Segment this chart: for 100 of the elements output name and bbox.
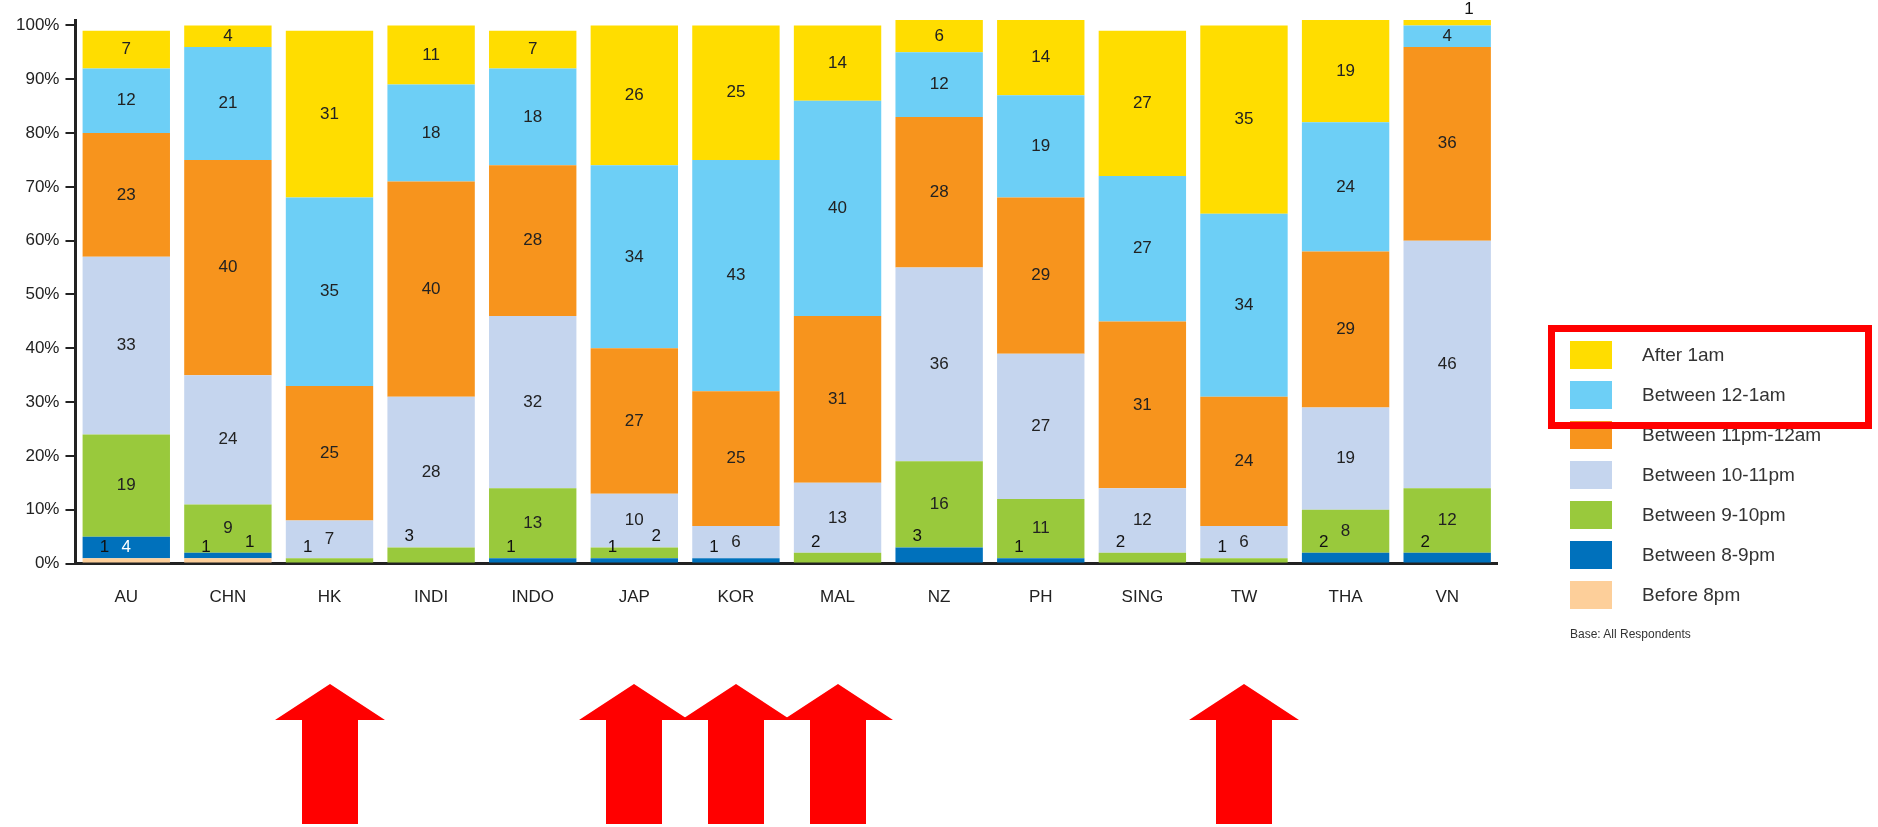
data-label: 1 [506,536,516,556]
bar [387,25,475,85]
bar [82,68,170,134]
x-tick-label: AU [114,587,139,607]
x-tick-label: CHN [209,587,247,607]
data-label: 31 [1132,394,1152,414]
data-label: 31 [828,389,848,409]
bar [1098,488,1187,553]
data-label: 32 [523,391,543,411]
data-label: 28 [523,230,543,250]
legend-label: Before 8pm [1642,584,1741,606]
bar [692,159,780,392]
bar [184,375,272,505]
data-label: 7 [527,39,538,59]
bar [82,30,170,69]
data-label: 24 [218,429,238,449]
data-label: 31 [320,103,339,123]
data-label: 19 [1336,448,1356,468]
bar [1301,20,1390,123]
data-label: 12 [116,90,136,110]
data-label: 29 [1336,319,1356,339]
y-tick-label: 40% [25,338,60,357]
bar [895,116,983,268]
x-tick-label: KOR [717,587,755,607]
x-tick-label: MAL [820,587,856,607]
bar [285,197,374,386]
data-label: 27 [1031,416,1051,436]
bar [793,25,882,101]
x-tick-label: HK [317,587,342,607]
data-label: 2 [1319,531,1329,551]
bar [184,504,272,553]
data-label: 2 [810,531,821,551]
bar [489,30,577,69]
bar [82,536,170,559]
data-label: 10 [624,510,644,530]
x-tick-label: PH [1028,587,1053,607]
bar [1403,20,1491,26]
data-label: 8 [1340,520,1351,540]
x-tick-label: THA [1328,587,1364,607]
bar [997,353,1085,500]
bar [793,100,882,317]
bar [285,558,374,563]
bar [997,95,1085,198]
bar [997,20,1085,96]
bar [997,197,1085,354]
data-label: 25 [726,82,746,102]
data-label: 1 [245,531,255,551]
bar [997,499,1085,559]
bar [895,461,983,548]
y-tick-label: 0% [34,553,60,573]
y-tick-label: 100% [16,15,60,35]
data-label: 27 [1132,238,1152,258]
data-label: 34 [624,246,644,266]
data-label: 21 [218,93,238,113]
data-label: 35 [1234,109,1254,129]
data-label: 2 [1420,531,1431,551]
bar [692,25,780,160]
y-tick-label: 20% [25,445,60,465]
bar [1301,251,1390,408]
bar [895,20,983,53]
data-label: 1 [1464,0,1474,18]
bar [489,316,577,489]
bar [82,133,170,257]
data-label: 7 [121,39,132,59]
data-label: 1 [302,536,313,556]
bar [82,256,170,435]
data-label: 12 [929,74,949,94]
y-tick-label: 50% [25,284,60,304]
bar [1301,407,1390,510]
bar [285,385,374,521]
bar [895,547,983,563]
data-label: 27 [1132,93,1152,113]
bar [1403,488,1491,553]
bar [184,159,272,376]
bar [590,25,679,166]
y-tick-label: 30% [25,391,60,411]
bar [1200,396,1288,526]
data-label: 4 [223,25,233,45]
bar [1098,552,1187,563]
data-label: 28 [421,461,441,481]
bar [489,488,577,559]
bar [1301,122,1390,252]
data-label: 16 [929,494,949,514]
data-label: 1 [99,536,110,556]
bar [1403,240,1491,489]
legend-label: Between 10-11pm [1642,464,1795,486]
data-label: 1 [1217,536,1227,556]
data-label: 27 [624,410,644,430]
data-label: 36 [929,354,949,374]
data-label: 40 [828,198,848,218]
bar [387,181,475,397]
data-label: 25 [320,442,339,462]
data-label: 6 [934,25,944,45]
bar [793,552,882,563]
data-label: 19 [1031,136,1051,156]
data-label: 14 [1031,47,1051,67]
data-label: 7 [324,529,335,549]
data-label: 3 [912,526,923,546]
bar [692,558,780,563]
text: Base: All Respondents [1570,627,1692,641]
